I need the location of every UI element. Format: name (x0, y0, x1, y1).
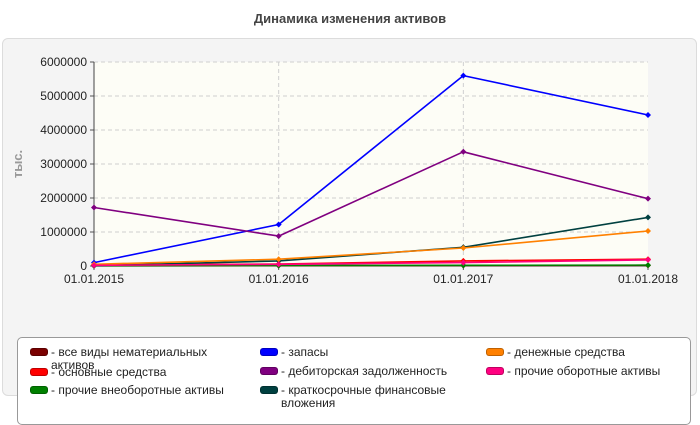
legend-swatch (260, 367, 278, 375)
y-tick-label: 4000000 (40, 123, 87, 137)
legend-swatch (30, 368, 48, 376)
series-6-point[interactable] (645, 214, 651, 221)
legend-item[interactable]: - основные средства (30, 366, 250, 379)
legend-swatch (30, 348, 48, 356)
chart-title: Динамика изменения активов (253, 11, 447, 26)
legend-item[interactable]: - денежные средства (486, 346, 700, 359)
line-chart: 0 1000000 2000000 3000000 4000000 5000000 6000… (10, 55, 678, 286)
series-4-point[interactable] (275, 221, 282, 228)
series-8-point[interactable] (645, 256, 651, 263)
series-5-point[interactable] (645, 195, 651, 202)
y-tick-label: 0 (80, 259, 87, 273)
x-tick-label: 01.01.2015 (64, 272, 124, 286)
y-axis-label: тыс. (10, 150, 25, 178)
legend-swatch (260, 348, 278, 356)
series-7-point[interactable] (460, 244, 467, 251)
legend-item[interactable]: - дебиторская задолженность (260, 365, 480, 378)
series-line-5 (93, 151, 649, 237)
y-tick-label: 1000000 (40, 225, 87, 239)
series-7-point[interactable] (275, 256, 282, 263)
y-tick-label: 5000000 (40, 89, 87, 103)
legend-label: - денежные средства (507, 345, 625, 359)
legend-label: - прочие оборотные активы (507, 364, 661, 378)
series-line-7 (93, 230, 649, 266)
legend-label: - дебиторская задолженность (281, 364, 448, 378)
legend-swatch (486, 367, 504, 375)
legend-swatch (260, 386, 278, 394)
series-5-point[interactable] (91, 204, 97, 211)
legend-item[interactable]: - все виды нематериальных активов (30, 346, 230, 372)
series-5-point[interactable] (275, 233, 282, 240)
legend-item[interactable]: - прочие внеоборотные активы (30, 384, 250, 397)
series-8-point[interactable] (460, 259, 467, 266)
legend-item[interactable]: - прочие оборотные активы (486, 365, 700, 378)
x-tick-label: 01.01.2018 (618, 272, 678, 286)
y-tick-label: 2000000 (40, 191, 87, 205)
series-line-3 (93, 264, 649, 267)
legend-swatch (30, 386, 48, 394)
legend-label: - все виды нематериальных активов (51, 345, 208, 372)
legend-label: - прочие внеоборотные активы (51, 383, 224, 397)
series-8-point[interactable] (91, 262, 97, 269)
series-8-point[interactable] (275, 261, 282, 268)
y-tick-label: 3000000 (40, 157, 87, 171)
legend-label: - запасы (281, 345, 329, 359)
legend-swatch (486, 348, 504, 356)
series-7-point[interactable] (645, 227, 651, 234)
x-tick-label: 01.01.2017 (433, 272, 493, 286)
legend-label: - основные средства (51, 365, 167, 379)
series-3-point[interactable] (645, 262, 651, 269)
series-line-4 (93, 74, 649, 264)
series-4-point[interactable] (645, 112, 651, 119)
legend-item[interactable]: - запасы (260, 346, 480, 359)
series-line-8 (93, 259, 649, 267)
series-5-point[interactable] (460, 148, 467, 155)
series-4-point[interactable] (460, 72, 467, 79)
x-tick-label: 01.01.2016 (249, 272, 309, 286)
y-tick-label: 6000000 (40, 55, 87, 69)
